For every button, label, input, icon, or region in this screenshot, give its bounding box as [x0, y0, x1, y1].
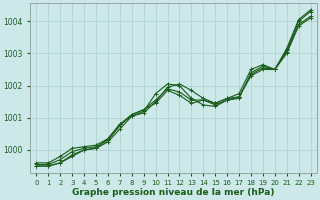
X-axis label: Graphe pression niveau de la mer (hPa): Graphe pression niveau de la mer (hPa) [72, 188, 275, 197]
